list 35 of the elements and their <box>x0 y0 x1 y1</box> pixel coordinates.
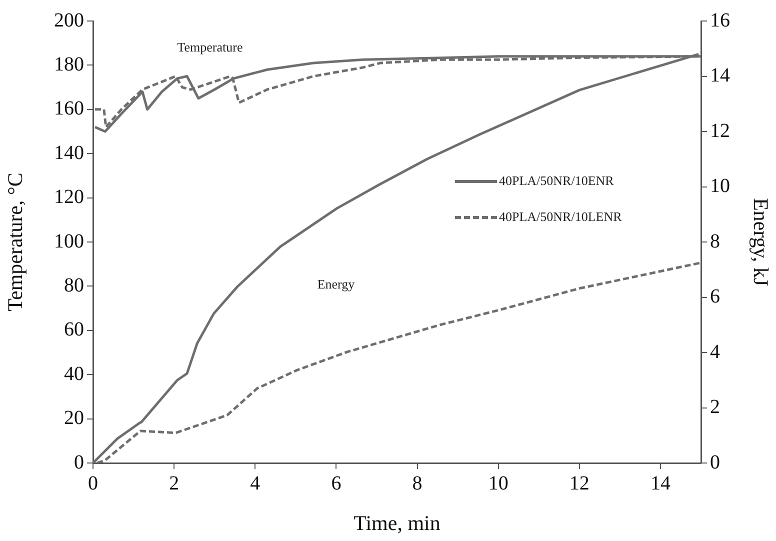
y2-tick-label: 12 <box>710 120 730 142</box>
y2-tick-label: 2 <box>710 396 720 418</box>
y-tick-label: 160 <box>54 98 84 120</box>
y-tick-label: 120 <box>54 186 84 208</box>
y-tick-label: 200 <box>54 9 84 32</box>
x-tick-label: 12 <box>569 472 590 494</box>
y2-tick-label: 4 <box>710 340 720 363</box>
y-tick-label: 20 <box>64 407 84 430</box>
x-tick-label: 0 <box>88 472 98 494</box>
y2-axis-title: Energy, kJ <box>748 198 773 286</box>
annotation: Temperature <box>177 39 243 54</box>
y2-tick-label: 6 <box>710 286 720 308</box>
y-tick-label: 0 <box>74 451 84 474</box>
y-tick-label: 100 <box>54 230 84 252</box>
legend-label: 40PLA/50NR/10ENR <box>499 173 614 189</box>
x-tick-label: 2 <box>169 472 180 494</box>
y2-tick-label: 8 <box>710 230 720 252</box>
y2-tick-label: 10 <box>710 175 730 197</box>
annotation: Energy <box>317 276 356 292</box>
y2-tick-label: 16 <box>710 9 730 32</box>
y-tick-label: 80 <box>64 274 84 296</box>
y-tick-label: 40 <box>64 362 84 385</box>
x-tick-label: 10 <box>488 472 508 494</box>
y-tick-label: 180 <box>54 53 84 76</box>
x-axis-title: Time, min <box>354 510 441 535</box>
y2-tick-label: 14 <box>710 64 730 86</box>
legend-label: 40PLA/50NR/10LENR <box>499 209 622 225</box>
y2-tick-label: 0 <box>710 451 720 474</box>
x-tick-label: 14 <box>650 472 670 494</box>
x-tick-label: 6 <box>331 472 342 494</box>
x-tick-label: 4 <box>250 472 260 494</box>
y-tick-label: 60 <box>64 318 84 341</box>
y-tick-label: 140 <box>54 142 84 164</box>
y-axis-title: Temperature, °C <box>3 172 28 312</box>
x-tick-label: 8 <box>412 472 422 494</box>
